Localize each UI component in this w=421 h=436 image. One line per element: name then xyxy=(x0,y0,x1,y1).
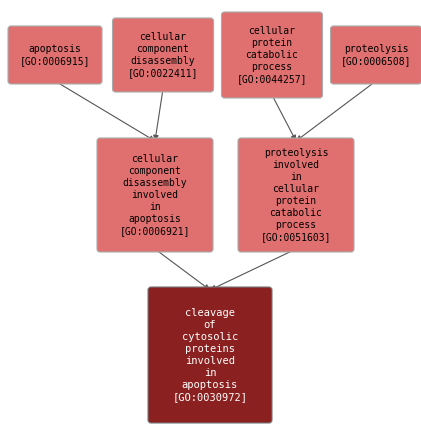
FancyBboxPatch shape xyxy=(221,12,322,98)
Text: proteolysis
involved
in
cellular
protein
catabolic
process
[GO:0051603]: proteolysis involved in cellular protein… xyxy=(261,148,331,242)
FancyBboxPatch shape xyxy=(8,26,102,84)
Text: cellular
component
disassembly
involved
in
apoptosis
[GO:0006921]: cellular component disassembly involved … xyxy=(120,154,190,236)
Text: apoptosis
[GO:0006915]: apoptosis [GO:0006915] xyxy=(20,44,90,66)
Text: cellular
component
disassembly
[GO:0022411]: cellular component disassembly [GO:00224… xyxy=(128,32,198,78)
Text: cellular
protein
catabolic
process
[GO:0044257]: cellular protein catabolic process [GO:0… xyxy=(237,26,307,84)
FancyBboxPatch shape xyxy=(148,287,272,423)
Text: cleavage
of
cytosolic
proteins
involved
in
apoptosis
[GO:0030972]: cleavage of cytosolic proteins involved … xyxy=(173,308,248,402)
Text: proteolysis
[GO:0006508]: proteolysis [GO:0006508] xyxy=(341,44,411,66)
FancyBboxPatch shape xyxy=(112,18,213,92)
FancyBboxPatch shape xyxy=(97,138,213,252)
FancyBboxPatch shape xyxy=(330,26,421,84)
FancyBboxPatch shape xyxy=(238,138,354,252)
